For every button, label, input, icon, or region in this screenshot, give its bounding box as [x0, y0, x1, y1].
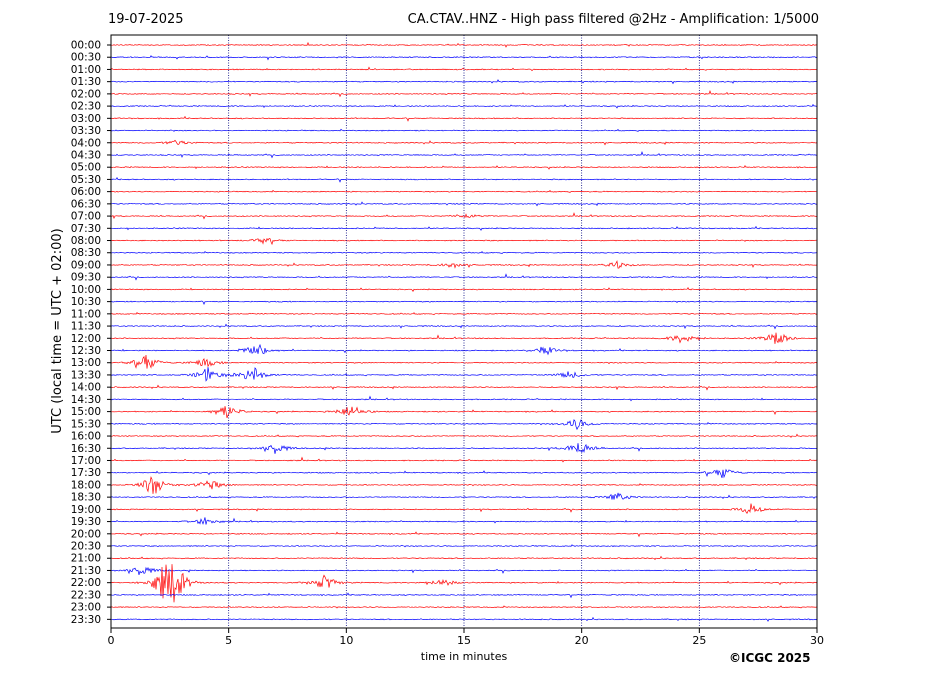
- x-axis-label: time in minutes: [421, 650, 508, 663]
- trace-1900: [110, 503, 818, 514]
- x-tick-label: 25: [692, 634, 706, 647]
- y-tick-labels: 00:0000:3001:0001:3002:0002:3003:0003:30…: [71, 40, 111, 626]
- trace-1430: [110, 395, 818, 402]
- y-tick-label: 03:00: [71, 113, 101, 125]
- trace-2300: [110, 605, 818, 609]
- y-tick-label: 13:30: [71, 369, 101, 381]
- y-tick-label: 01:00: [71, 64, 101, 76]
- y-tick-label: 08:30: [71, 247, 101, 259]
- trace-1930: [110, 517, 818, 525]
- x-tick-label: 20: [575, 634, 589, 647]
- trace-2000: [110, 531, 818, 538]
- x-axis-ticks: 0 5 10 15 20 25 30: [108, 628, 824, 647]
- y-tick-label: 15:30: [71, 418, 101, 430]
- y-tick-label: 14:30: [71, 394, 101, 406]
- x-tick-label: 10: [339, 634, 353, 647]
- y-tick-label: 11:00: [71, 308, 101, 320]
- y-tick-label: 03:30: [71, 125, 101, 137]
- trace-2330: [111, 616, 818, 622]
- y-tick-label: 17:30: [71, 467, 101, 479]
- y-tick-label: 04:30: [71, 149, 101, 161]
- y-tick-label: 01:30: [71, 76, 101, 88]
- y-tick-label: 19:30: [71, 516, 101, 528]
- y-tick-label: 15:00: [71, 406, 101, 418]
- y-tick-label: 04:00: [71, 137, 101, 149]
- copyright-notice: ©ICGC 2025: [729, 651, 811, 665]
- trace-1830: [110, 492, 818, 500]
- x-tick-label: 15: [457, 634, 471, 647]
- y-tick-label: 21:00: [71, 553, 101, 565]
- y-tick-label: 22:30: [71, 589, 101, 601]
- trace-0030: [110, 55, 818, 61]
- y-tick-label: 20:00: [71, 528, 101, 540]
- y-tick-label: 18:30: [71, 492, 101, 504]
- trace-0130: [110, 79, 818, 85]
- y-tick-label: 02:00: [71, 88, 101, 100]
- y-tick-label: 13:00: [71, 357, 101, 369]
- y-tick-label: 05:00: [71, 162, 101, 174]
- y-tick-label: 16:30: [71, 443, 101, 455]
- y-tick-label: 22:00: [71, 577, 101, 589]
- y-tick-label: 07:00: [71, 211, 101, 223]
- y-tick-label: 07:30: [71, 223, 101, 235]
- y-tick-label: 08:00: [71, 235, 101, 247]
- trace-1100: [110, 312, 818, 316]
- y-tick-label: 12:00: [71, 333, 101, 345]
- y-tick-label: 18:00: [71, 479, 101, 491]
- y-tick-label: 09:00: [71, 259, 101, 271]
- y-tick-label: 21:30: [71, 565, 101, 577]
- trace-0000: [110, 41, 818, 48]
- trace-2230: [110, 592, 818, 599]
- y-tick-label: 05:30: [71, 174, 101, 186]
- trace-1000: [110, 286, 818, 292]
- y-tick-label: 20:30: [71, 541, 101, 553]
- y-tick-label: 17:00: [71, 455, 101, 467]
- y-tick-label: 23:30: [71, 614, 101, 626]
- y-tick-label: 19:00: [71, 504, 101, 516]
- trace-0500: [110, 165, 818, 170]
- vertical-grid: [228, 35, 700, 628]
- trace-0900: [110, 260, 818, 269]
- chart-title: CA.CTAV..HNZ - High pass filtered @2Hz -…: [407, 12, 819, 27]
- x-tick-label: 5: [225, 634, 232, 647]
- y-tick-label: 00:30: [71, 52, 101, 64]
- trace-2130: [110, 566, 818, 575]
- y-tick-label: 06:00: [71, 186, 101, 198]
- trace-2030: [110, 544, 818, 548]
- trace-0530: [110, 176, 818, 183]
- y-tick-label: 11:30: [71, 321, 101, 333]
- y-axis-label: UTC (local time = UTC + 02:00): [50, 228, 65, 433]
- trace-0600: [110, 189, 818, 193]
- y-tick-label: 00:00: [71, 40, 101, 52]
- trace-1330: [110, 367, 818, 382]
- y-tick-label: 10:00: [71, 284, 101, 296]
- x-tick-label: 0: [108, 634, 115, 647]
- plot-frame: [110, 34, 818, 629]
- trace-1530: [110, 418, 818, 431]
- y-tick-label: 10:30: [71, 296, 101, 308]
- header-date: 19-07-2025: [108, 12, 184, 27]
- trace-1030: [110, 300, 818, 305]
- trace-1500: [111, 406, 818, 419]
- trace-0100: [110, 66, 818, 72]
- y-tick-label: 23:00: [71, 602, 101, 614]
- y-tick-label: 06:30: [71, 198, 101, 210]
- y-tick-label: 14:00: [71, 382, 101, 394]
- y-tick-label: 09:30: [71, 272, 101, 284]
- trace-group: [110, 41, 818, 622]
- x-tick-label: 30: [810, 634, 824, 647]
- y-tick-label: 12:30: [71, 345, 101, 357]
- trace-1300: [111, 354, 818, 369]
- y-tick-label: 02:30: [71, 101, 101, 113]
- trace-1400: [110, 384, 818, 391]
- y-tick-label: 16:00: [71, 431, 101, 443]
